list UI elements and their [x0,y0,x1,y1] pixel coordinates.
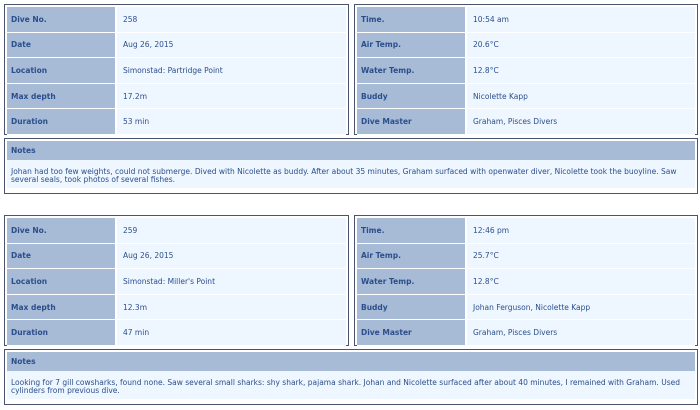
field-label: Time. [357,218,467,244]
field-label: Air Temp. [357,243,467,270]
field-label: Date [7,32,117,59]
field-value: 17.2m [117,83,346,110]
table-row: Buddy Johan Ferguson, Nicolette Kapp [357,294,695,321]
table-row: Time. 12:46 pm [357,218,695,244]
field-value: 20.6°C [467,32,695,59]
dive-right-table: Time. 12:46 pm Air Temp. 25.7°C Water Temp. 1… [354,215,698,346]
field-value: Aug 26, 2015 [117,32,346,59]
field-value: 12.8°C [467,58,695,84]
field-value: Johan Ferguson, Nicolette Kapp [467,294,695,321]
field-value: Graham, Pisces Divers [467,109,695,135]
field-label: Duration [7,109,117,135]
field-label: Water Temp. [357,269,467,295]
table-row: Dive No. 258 [7,7,346,33]
notes-heading: Notes [7,141,695,160]
table-row: Date Aug 26, 2015 [7,32,346,59]
table-row: Air Temp. 20.6°C [357,32,695,59]
field-value: Graham, Pisces Divers [467,320,695,346]
field-value: 12.3m [117,294,346,321]
field-label: Time. [357,7,467,33]
field-value: Simonstad: Miller's Point [117,269,346,295]
field-value: 25.7°C [467,243,695,270]
table-row: Date Aug 26, 2015 [7,243,346,270]
field-label: Max depth [7,294,117,321]
table-row: Max depth 17.2m [7,83,346,110]
field-value: 12.8°C [467,269,695,295]
field-value: 10:54 am [467,7,695,33]
field-value: 47 min [117,320,346,346]
field-value: 259 [117,218,346,244]
table-row: Location Simonstad: Partridge Point [7,58,346,84]
dive-left-table: Dive No. 259 Date Aug 26, 2015 Location Simon… [4,215,349,346]
field-value: Nicolette Kapp [467,83,695,110]
field-label: Air Temp. [357,32,467,59]
field-value: 12:46 pm [467,218,695,244]
table-row: Time. 10:54 am [357,7,695,33]
notes-panel: Notes Johan had too few weights, could no… [4,138,698,194]
table-row: Duration 47 min [7,320,346,346]
dive-left-table: Dive No. 258 Date Aug 26, 2015 Location Simon… [4,4,349,135]
notes-text: Johan had too few weights, could not sub… [7,160,695,188]
field-value: 258 [117,7,346,33]
notes-panel: Notes Looking for 7 gill cowsharks, found… [4,349,698,405]
table-row: Water Temp. 12.8°C [357,269,695,295]
field-label: Location [7,58,117,84]
field-value: Simonstad: Partridge Point [117,58,346,84]
field-label: Dive No. [7,218,117,244]
field-label: Date [7,243,117,270]
table-row: Dive Master Graham, Pisces Divers [357,109,695,135]
field-label: Max depth [7,83,117,110]
notes-text: Looking for 7 gill cowsharks, found none… [7,371,695,399]
table-row: Water Temp. 12.8°C [357,58,695,84]
table-row: Location Simonstad: Miller's Point [7,269,346,295]
notes-heading: Notes [7,352,695,371]
field-label: Location [7,269,117,295]
field-value: Aug 26, 2015 [117,243,346,270]
table-row: Dive Master Graham, Pisces Divers [357,320,695,346]
field-label: Buddy [357,83,467,110]
field-label: Dive Master [357,320,467,346]
field-label: Duration [7,320,117,346]
field-label: Buddy [357,294,467,321]
dive-right-table: Time. 10:54 am Air Temp. 20.6°C Water Temp. 1… [354,4,698,135]
table-row: Buddy Nicolette Kapp [357,83,695,110]
table-row: Duration 53 min [7,109,346,135]
field-label: Dive Master [357,109,467,135]
field-label: Dive No. [7,7,117,33]
field-label: Water Temp. [357,58,467,84]
table-row: Air Temp. 25.7°C [357,243,695,270]
table-row: Max depth 12.3m [7,294,346,321]
field-value: 53 min [117,109,346,135]
table-row: Dive No. 259 [7,218,346,244]
